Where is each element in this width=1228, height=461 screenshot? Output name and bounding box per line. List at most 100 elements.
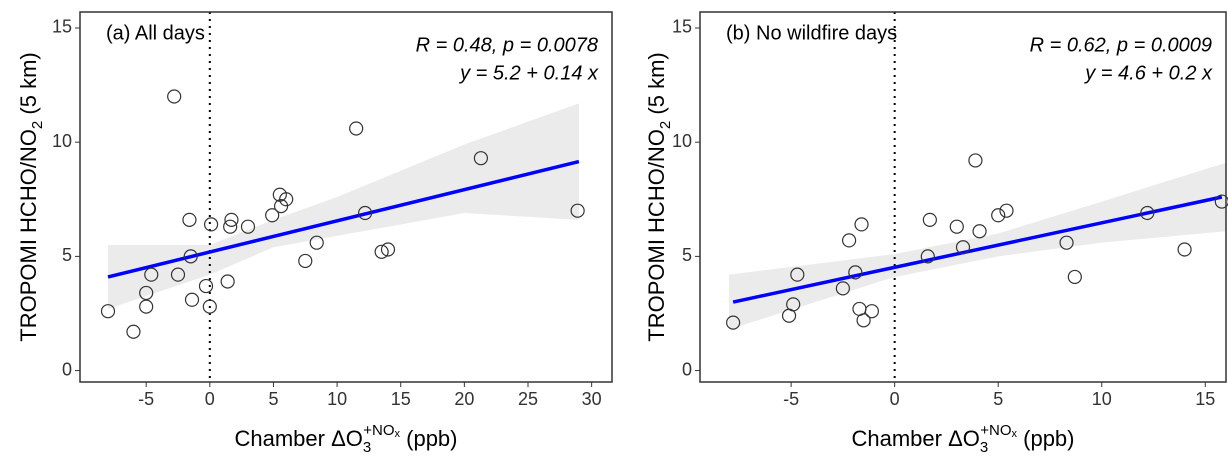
y-tick-label: 10 <box>52 131 72 151</box>
point <box>920 249 935 264</box>
point <box>848 265 863 280</box>
x-tick-label: 0 <box>890 389 900 409</box>
point <box>570 203 585 218</box>
point <box>726 315 741 330</box>
confidence-band <box>108 103 579 309</box>
point <box>170 267 186 282</box>
x-axis-label-part: 3 <box>363 439 371 456</box>
y-axis-label-part: 2 <box>657 121 674 129</box>
point <box>357 205 373 221</box>
point <box>220 274 235 289</box>
point <box>1214 194 1228 209</box>
point <box>183 249 198 264</box>
point <box>380 242 396 257</box>
point <box>279 192 294 207</box>
x-tick-label: 0 <box>205 389 215 409</box>
point <box>854 217 869 232</box>
point <box>949 219 964 234</box>
point <box>182 212 197 227</box>
point <box>167 89 182 104</box>
y-tick-label: 15 <box>672 17 692 37</box>
y-axis-label-part: (5 km) <box>16 52 41 120</box>
x-axis-label-part: Chamber ΔO <box>235 426 363 451</box>
point <box>955 240 971 255</box>
annotation: y = 4.6 + 0.2 x <box>1083 62 1213 84</box>
point <box>835 281 850 296</box>
point <box>240 219 256 234</box>
point <box>991 208 1006 223</box>
point <box>790 267 805 282</box>
point <box>298 253 313 269</box>
point <box>309 235 324 250</box>
y-axis-label-part: TROPOMI HCHO/NO <box>16 129 41 342</box>
point <box>999 203 1014 218</box>
point <box>972 224 987 239</box>
x-tick-label: 10 <box>327 389 347 409</box>
y-axis-label: TROPOMI HCHO/NO2 (5 km) <box>16 52 47 341</box>
fit-line <box>107 159 580 279</box>
y-tick-label: 5 <box>682 245 692 265</box>
point <box>473 151 489 166</box>
point <box>786 297 801 312</box>
point <box>139 299 154 314</box>
x-axis-label-part: +NO <box>980 422 1011 439</box>
point <box>1140 205 1155 221</box>
point <box>184 292 200 307</box>
x-tick-label: 10 <box>1092 389 1112 409</box>
x-axis-label: Chamber ΔO3+NOx (ppb) <box>235 422 458 456</box>
point <box>100 304 116 319</box>
panel-title: (b) No wildfire days <box>726 22 897 44</box>
point <box>202 299 217 314</box>
annotation: R = 0.62, p = 0.0009 <box>1030 34 1212 56</box>
point <box>224 212 239 227</box>
confidence-band <box>728 162 1226 330</box>
x-tick-label: 20 <box>454 389 474 409</box>
plot-frame <box>79 11 613 383</box>
x-tick-label: 5 <box>993 389 1003 409</box>
point <box>139 285 154 301</box>
y-axis-label-part: 2 <box>29 121 46 129</box>
x-tick-label: 5 <box>268 389 278 409</box>
x-tick-label: -5 <box>138 389 154 409</box>
point <box>223 219 238 234</box>
x-tick-label: 15 <box>1195 389 1215 409</box>
y-tick-label: 5 <box>62 245 72 265</box>
x-axis-label-part: +NO <box>363 422 394 439</box>
annotation: R = 0.48, p = 0.0078 <box>416 34 598 56</box>
y-axis-label-part: (5 km) <box>644 52 669 120</box>
point <box>1067 269 1082 285</box>
x-axis-label-part: (ppb) <box>400 426 457 451</box>
point <box>349 121 364 136</box>
point <box>856 313 871 328</box>
plot-frame <box>699 11 1227 383</box>
panel-title: (a) All days <box>106 22 205 44</box>
y-tick-label: 10 <box>672 131 692 151</box>
fit-line <box>732 195 1223 304</box>
y-axis-label-part: TROPOMI HCHO/NO <box>644 129 669 342</box>
point <box>203 217 219 232</box>
x-axis-label-part: x <box>395 428 401 440</box>
y-axis-label: TROPOMI HCHO/NO2 (5 km) <box>644 52 675 341</box>
point <box>1177 242 1192 257</box>
x-tick-label: -5 <box>783 389 799 409</box>
point <box>374 244 389 259</box>
point <box>864 304 879 319</box>
point <box>126 324 141 339</box>
y-tick-label: 0 <box>62 359 72 379</box>
x-tick-label: 15 <box>391 389 411 409</box>
point <box>198 278 214 294</box>
point <box>144 267 159 282</box>
point <box>1059 235 1074 250</box>
x-axis-label-part: x <box>1012 428 1018 440</box>
x-tick-label: 30 <box>582 389 602 409</box>
point <box>968 153 983 168</box>
point <box>265 208 280 223</box>
x-tick-label: 25 <box>518 389 538 409</box>
x-axis-label: Chamber ΔO3+NOx (ppb) <box>852 422 1075 456</box>
y-tick-label: 15 <box>52 17 72 37</box>
y-tick-label: 0 <box>682 359 692 379</box>
x-axis-label-part: Chamber ΔO <box>852 426 980 451</box>
x-axis-label-part: (ppb) <box>1017 426 1074 451</box>
